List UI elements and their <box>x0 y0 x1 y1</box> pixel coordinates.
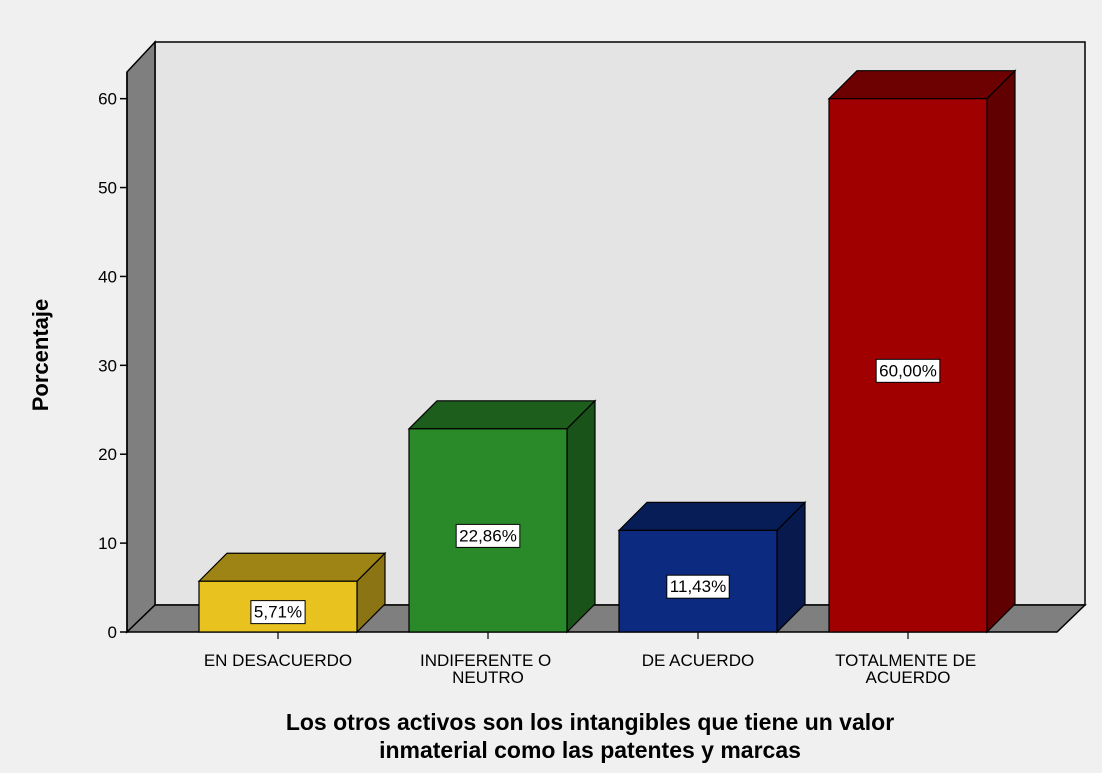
y-tick-label: 0 <box>108 623 117 642</box>
bar-top <box>827 70 1017 100</box>
x-axis-title: Los otros activos son los intangibles qu… <box>286 709 894 735</box>
bar-top <box>197 552 387 582</box>
bar-side <box>986 69 1016 634</box>
y-tick-label: 50 <box>98 179 117 198</box>
y-tick-label: 60 <box>98 90 117 109</box>
value-label-box <box>250 600 306 625</box>
y-tick-label: 20 <box>98 445 117 464</box>
value-label: 60,00% <box>879 361 937 380</box>
value-label-box <box>455 523 521 548</box>
bar <box>617 500 807 634</box>
bar <box>407 399 597 634</box>
x-tick-label: TOTALMENTE DE ACUERDO <box>835 651 981 687</box>
value-label: 11,43% <box>670 577 726 596</box>
bar-top <box>407 400 597 430</box>
y-tick-label: 10 <box>98 534 117 553</box>
y-axis-title: Porcentaje <box>28 299 53 412</box>
x-tick-label: DE ACUERDO <box>642 651 754 670</box>
side-wall <box>126 40 156 634</box>
x-axis-title: inmaterial como las patentes y marcas <box>379 737 801 763</box>
x-tick-label: INDIFERENTE O NEUTRO <box>420 651 556 687</box>
bar-side <box>566 399 596 634</box>
value-label-box <box>875 358 941 383</box>
y-tick-label: 40 <box>98 267 117 286</box>
value-label: 22,86% <box>459 526 517 545</box>
bar <box>827 69 1017 634</box>
value-label: 5,71% <box>254 603 302 622</box>
bar-top <box>617 501 807 532</box>
value-label-box <box>666 574 730 599</box>
y-tick-label: 30 <box>98 356 117 375</box>
x-tick-label: EN DESACUERDO <box>204 651 352 670</box>
